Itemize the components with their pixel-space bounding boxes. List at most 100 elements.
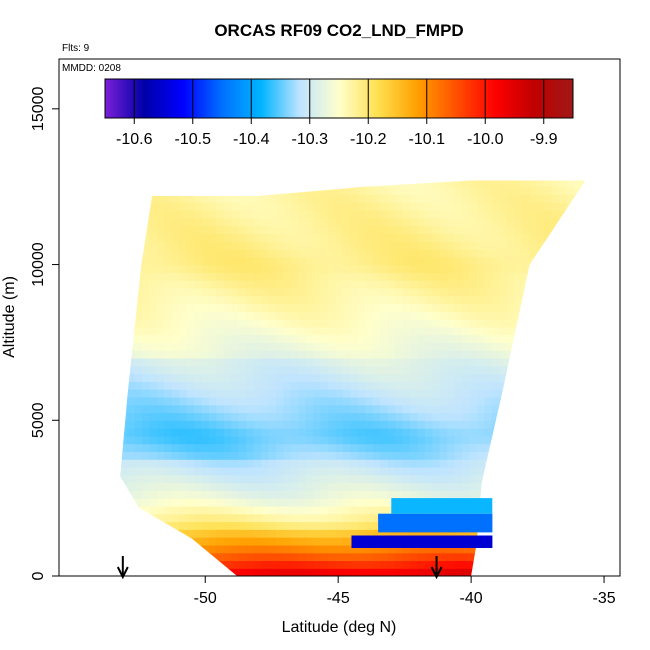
heatmap-cell xyxy=(120,342,128,351)
heatmap-cell xyxy=(142,552,150,561)
heatmap-cell xyxy=(491,420,500,429)
heatmap-cell xyxy=(372,186,381,196)
heatmap-cell xyxy=(462,482,471,491)
heatmap-cell xyxy=(290,513,299,523)
heatmap-cell xyxy=(544,342,552,351)
heatmap-cell xyxy=(558,552,567,561)
heatmap-cell xyxy=(439,467,448,476)
heatmap-cell xyxy=(558,428,567,437)
heatmap-cell xyxy=(439,210,448,219)
heatmap-cell xyxy=(171,319,180,328)
heatmap-cell xyxy=(223,428,232,437)
heatmap-cell xyxy=(201,264,210,273)
heatmap-cell xyxy=(447,280,456,289)
heatmap-cell xyxy=(305,287,314,297)
heatmap-cell xyxy=(506,202,515,211)
heatmap-cell xyxy=(261,373,270,382)
heatmap-cell xyxy=(320,568,329,576)
heatmap-cell xyxy=(164,365,173,375)
heatmap-cell xyxy=(387,264,396,273)
heatmap-cell xyxy=(261,303,270,312)
heatmap-cell xyxy=(484,233,493,242)
heatmap-cell xyxy=(506,272,515,281)
heatmap-cell xyxy=(529,544,538,554)
heatmap-cell xyxy=(447,459,456,468)
heatmap-cell xyxy=(395,358,404,367)
heatmap-cell xyxy=(402,404,411,414)
heatmap-cell xyxy=(216,428,225,437)
heatmap-cell xyxy=(283,303,292,312)
heatmap-cell xyxy=(276,233,284,242)
heatmap-cell xyxy=(544,256,552,266)
heatmap-cell xyxy=(529,287,538,297)
heatmap-cell xyxy=(134,404,143,414)
heatmap-cell xyxy=(491,180,500,188)
heatmap-cell xyxy=(506,529,515,538)
heatmap-cell xyxy=(261,389,270,398)
heatmap-cell xyxy=(439,490,448,499)
heatmap-cell xyxy=(551,319,560,328)
heatmap-cell xyxy=(134,529,143,538)
heatmap-cell xyxy=(372,505,381,515)
heatmap-cell xyxy=(298,537,307,546)
heatmap-cell xyxy=(216,186,225,196)
heatmap-cell xyxy=(410,311,418,320)
heatmap-cell xyxy=(432,303,441,312)
heatmap-cell xyxy=(424,350,433,359)
heatmap-cell xyxy=(246,428,255,437)
heatmap-cell xyxy=(573,272,582,281)
heatmap-cell xyxy=(424,482,433,491)
heatmap-cell xyxy=(558,272,567,281)
heatmap-cell xyxy=(529,225,538,234)
colorbar-tick-label: -10.1 xyxy=(409,131,446,148)
heatmap-cell xyxy=(142,256,150,266)
heatmap-cell xyxy=(424,381,433,390)
heatmap-cell xyxy=(238,513,247,523)
heatmap-cell xyxy=(290,568,299,576)
heatmap-cell xyxy=(491,373,500,382)
heatmap-cell xyxy=(581,210,586,219)
heatmap-cell xyxy=(335,412,344,421)
heatmap-cell xyxy=(261,202,270,211)
heatmap-cell xyxy=(171,467,180,476)
heatmap-cell xyxy=(142,210,150,219)
heatmap-cell xyxy=(454,459,463,468)
heatmap-cell xyxy=(194,280,203,289)
heatmap-cell xyxy=(589,389,597,397)
heatmap-cell xyxy=(142,303,150,312)
heatmap-cell xyxy=(410,358,418,367)
heatmap-cell xyxy=(402,350,411,359)
heatmap-cell xyxy=(350,498,359,507)
heatmap-cell xyxy=(156,233,165,242)
heatmap-cell xyxy=(194,396,203,406)
heatmap-cell xyxy=(343,467,351,476)
heatmap-cell xyxy=(328,513,337,523)
heatmap-cell xyxy=(544,544,552,554)
heatmap-cell xyxy=(194,272,203,281)
heatmap-cell xyxy=(395,287,404,297)
heatmap-cell xyxy=(298,467,307,476)
heatmap-cell xyxy=(581,180,586,188)
heatmap-cell xyxy=(335,404,344,414)
heatmap-cell xyxy=(529,186,538,196)
heatmap-cell xyxy=(380,225,389,234)
heatmap-cell xyxy=(238,459,247,468)
heatmap-cell xyxy=(410,459,418,468)
y-tick-label: 5000 xyxy=(30,402,47,438)
heatmap-cell xyxy=(424,210,433,219)
heatmap-cell xyxy=(290,264,299,273)
heatmap-cell xyxy=(328,256,337,266)
heatmap-cell xyxy=(387,256,396,266)
heatmap-cell xyxy=(120,544,128,554)
heatmap-cell xyxy=(551,311,560,320)
heatmap-cell xyxy=(216,404,225,414)
heatmap-cell xyxy=(573,194,582,203)
heatmap-cell xyxy=(127,264,136,273)
heatmap-cell xyxy=(402,552,411,561)
heatmap-cell xyxy=(544,287,552,297)
heatmap-cell xyxy=(372,552,381,561)
heatmap-cell xyxy=(209,225,217,234)
heatmap-cell xyxy=(447,350,456,359)
heatmap-cell xyxy=(499,404,508,414)
heatmap-cell xyxy=(491,217,500,227)
